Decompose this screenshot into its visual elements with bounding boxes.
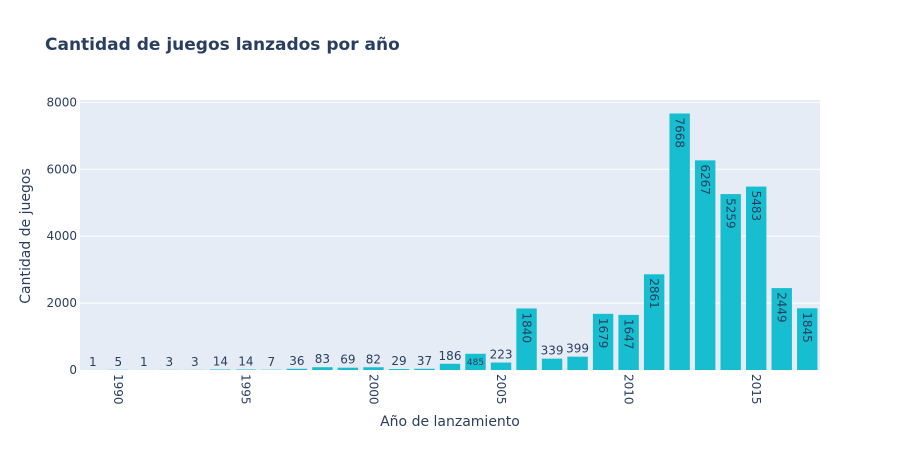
bar-label-2016: 2449	[775, 292, 789, 323]
x-tick-label: 1995	[239, 374, 253, 405]
x-tick-label: 2015	[749, 374, 763, 405]
bar-2017	[797, 308, 818, 370]
bar-label-2009: 1679	[596, 318, 610, 349]
x-tick-label: 2010	[621, 374, 635, 405]
bar-label-2010: 1647	[621, 319, 635, 350]
x-axis-ticks: 1990 1995 2000 2005 2010 2015	[111, 374, 763, 405]
x-tick-label: 2005	[494, 374, 508, 405]
bar-label-2003: 186	[439, 349, 462, 363]
bar-2015	[746, 186, 767, 370]
bar-1997	[286, 368, 308, 370]
bar-label-1989: 1	[89, 355, 97, 369]
bar-label-2012: 7668	[672, 117, 686, 148]
y-tick-label: 0	[69, 363, 77, 377]
bar-label-2001: 29	[391, 354, 406, 368]
bar-label-1999: 69	[340, 353, 355, 367]
bar-2012	[669, 113, 690, 370]
bar-2000	[363, 367, 384, 370]
bar-2009	[592, 313, 614, 370]
y-tick-label: 2000	[46, 296, 77, 310]
bar-2001	[388, 369, 410, 370]
bar-labels: 1 5 1 3 3 14 14 7 36 83 69 82 29 37 186 485 223 1840 339 39…	[89, 117, 814, 368]
bar-2007	[541, 358, 563, 370]
bar-2006	[516, 308, 537, 370]
y-tick-label: 4000	[46, 229, 77, 243]
bar-label-1990: 5	[114, 355, 122, 369]
bar-2003	[439, 363, 461, 370]
bar-label-1994: 14	[213, 355, 228, 369]
y-axis-ticks: 0 2000 4000 6000 8000	[46, 95, 77, 377]
bar-1999	[337, 367, 359, 370]
x-tick-label: 2000	[366, 374, 380, 405]
bar-label-1991: 1	[140, 355, 148, 369]
bar-label-2006: 1840	[519, 312, 533, 343]
bar-label-2015: 5483	[749, 191, 763, 222]
bar-2004	[465, 353, 486, 370]
bar-label-1996: 7	[268, 355, 276, 369]
bar-label-2004: 485	[467, 358, 484, 368]
bar-2011	[643, 274, 665, 370]
bar-1998	[312, 367, 333, 370]
bar-2005	[490, 362, 512, 370]
bar-2013	[694, 160, 716, 370]
bar-2016	[771, 288, 792, 370]
bar-2010	[618, 314, 639, 370]
bar-label-2017: 1845	[800, 312, 814, 343]
y-tick-label: 8000	[46, 95, 77, 109]
bar-label-2002: 37	[417, 354, 432, 368]
bar-label-1993: 3	[191, 355, 199, 369]
bar-label-2011: 2861	[647, 278, 661, 309]
bar-2002	[414, 368, 435, 370]
x-tick-label: 1990	[111, 374, 125, 405]
bars	[82, 113, 818, 370]
x-axis-title: Año de lanzamiento	[380, 414, 520, 430]
y-tick-label: 6000	[46, 162, 77, 176]
y-axis-title: Cantidad de juegos	[18, 168, 34, 303]
bar-label-2013: 6267	[698, 164, 712, 195]
bar-label-2007: 339	[541, 344, 564, 358]
chart-title: Cantidad de juegos lanzados por año	[45, 35, 400, 55]
bar-label-2005: 223	[490, 348, 513, 362]
bar-2008	[567, 356, 588, 370]
bar-2014	[720, 194, 741, 370]
bar-label-2014: 5259	[723, 198, 737, 229]
bar-label-1998: 83	[315, 352, 330, 366]
bar-label-1992: 3	[165, 355, 173, 369]
bar-label-1995: 14	[238, 355, 253, 369]
bar-label-2000: 82	[366, 352, 381, 366]
bar-label-2008: 399	[566, 342, 589, 356]
bar-label-1997: 36	[289, 354, 304, 368]
